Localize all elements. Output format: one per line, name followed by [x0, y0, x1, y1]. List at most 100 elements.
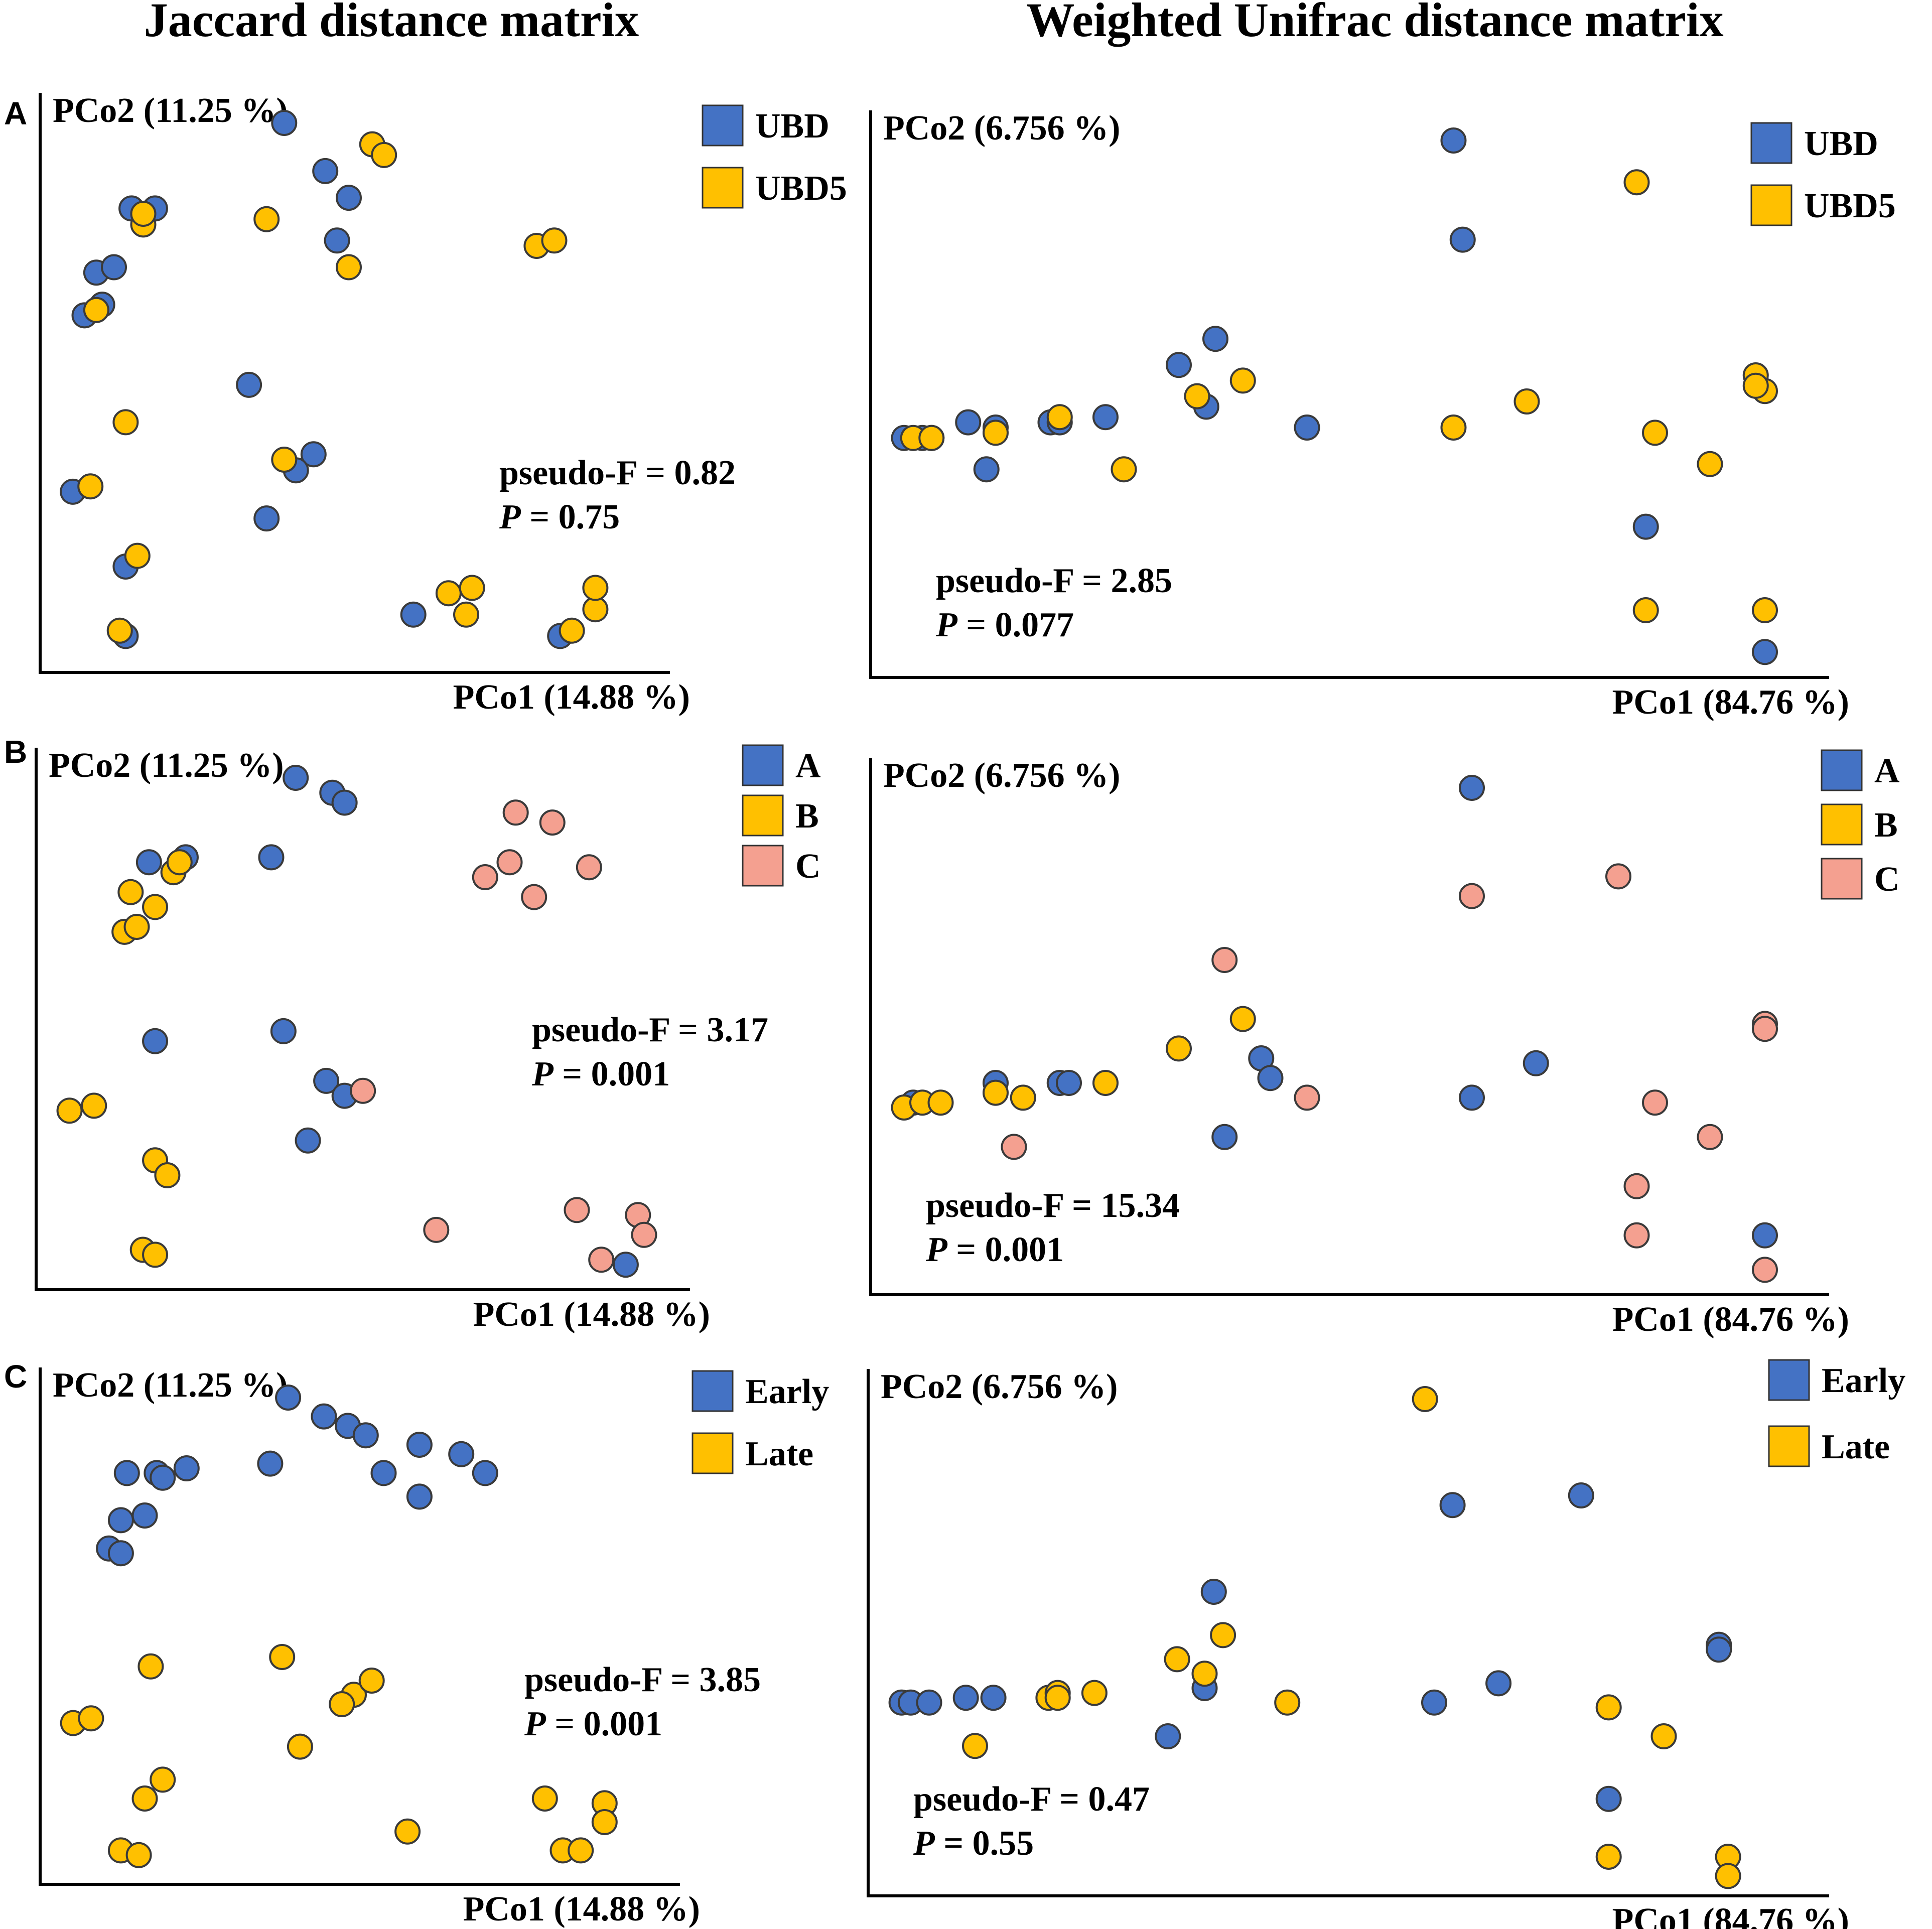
data-point-late: [1595, 1844, 1622, 1870]
p-value-stat: P = 0.001: [524, 1705, 662, 1743]
data-point-early: [1706, 1636, 1732, 1663]
data-point-early: [1439, 1492, 1466, 1519]
data-point-late: [137, 1653, 164, 1680]
legend-label-a: A: [1874, 752, 1900, 790]
legend-label-ubd: UBD: [1804, 124, 1878, 163]
data-point-early: [1155, 1723, 1181, 1749]
data-point-early: [107, 1507, 134, 1534]
p-value: = 0.001: [947, 1230, 1064, 1269]
data-point-ubd5: [77, 473, 104, 500]
p-value-stat: P = 0.001: [925, 1230, 1064, 1269]
data-point-ubd: [1092, 404, 1119, 431]
data-point-b: [1010, 1084, 1036, 1111]
scatter-plot-A-unifrac: PCo2 (6.756 %) PCo1 (84.76 %) pseudo-F = 2…: [869, 109, 1896, 722]
data-point-a: [1752, 1222, 1778, 1249]
data-point-ubd5: [1632, 597, 1659, 623]
p-value: = 0.55: [935, 1824, 1034, 1863]
data-point-c: [502, 799, 529, 826]
data-point-early: [311, 1403, 337, 1430]
x-axis-label: PCo1 (84.76 %): [1612, 1300, 1849, 1339]
data-point-c: [1642, 1089, 1668, 1116]
data-point-a: [1459, 1084, 1485, 1111]
y-axis-label: PCo2 (11.25 %): [49, 746, 284, 785]
data-point-ubd5: [271, 446, 298, 473]
data-point-late: [1412, 1386, 1438, 1412]
legend-swatch-c: [742, 845, 784, 887]
data-point-b: [154, 1162, 181, 1188]
data-point-b: [123, 914, 150, 940]
data-point-ubd: [400, 601, 427, 628]
data-point-early: [1200, 1579, 1227, 1605]
data-point-ubd5: [253, 206, 280, 232]
legend: UBD UBD5: [702, 104, 847, 209]
pseudo-f-stat: pseudo-F = 0.47: [913, 1780, 1150, 1819]
legend-swatch-early: [1768, 1359, 1810, 1401]
legend-swatch-b: [1821, 803, 1863, 846]
p-symbol: P: [935, 606, 958, 644]
series-early: [888, 1482, 1732, 1812]
data-point-early: [472, 1460, 498, 1486]
data-point-ubd: [1294, 415, 1320, 441]
scatter-plot-A-jaccard: PCo2 (11.25 %) PCo1 (14.88 %) pseudo-F = 0…: [39, 91, 847, 717]
data-point-ubd5: [1697, 451, 1723, 477]
data-point-c: [576, 854, 602, 881]
data-point-c: [631, 1221, 657, 1248]
p-value-stat: P = 0.55: [913, 1824, 1034, 1863]
data-point-early: [352, 1422, 379, 1449]
data-point-early: [916, 1689, 942, 1716]
data-point-a: [313, 1067, 340, 1094]
data-point-b: [1092, 1070, 1119, 1096]
data-point-late: [150, 1766, 176, 1793]
p-value-stat: P = 0.75: [499, 498, 620, 536]
data-point-c: [1752, 1016, 1778, 1042]
legend-swatch-a: [1821, 749, 1863, 791]
data-point-c: [496, 849, 523, 876]
data-point-early: [275, 1385, 302, 1411]
data-point-late: [287, 1733, 313, 1760]
panel-letter-b: B: [4, 734, 27, 770]
pseudo-f-stat: pseudo-F = 2.85: [936, 562, 1172, 600]
data-point-late: [1650, 1723, 1677, 1749]
legend-label-b: B: [1874, 806, 1898, 845]
legend-label-late: Late: [1822, 1428, 1890, 1466]
data-point-ubd: [271, 110, 298, 136]
data-point-early: [1568, 1482, 1594, 1508]
data-point-late: [329, 1691, 355, 1717]
panel-letter-a: A: [4, 95, 27, 131]
data-point-a: [612, 1252, 639, 1278]
data-point-early: [406, 1483, 433, 1510]
data-point-ubd5: [112, 409, 139, 436]
legend: UBD UBD5: [1750, 122, 1896, 226]
data-point-a: [135, 849, 162, 876]
data-point-early: [406, 1432, 433, 1458]
data-point-b: [142, 1242, 169, 1268]
data-point-ubd: [1440, 127, 1467, 154]
data-point-early: [131, 1502, 158, 1529]
data-point-a: [1211, 1124, 1238, 1150]
data-point-c: [1623, 1173, 1650, 1199]
data-point-ubd: [973, 456, 1000, 483]
data-point-ubd: [336, 185, 362, 211]
data-point-late: [125, 1842, 152, 1868]
series-c: [350, 799, 657, 1273]
data-point-early: [107, 1540, 134, 1567]
data-point-early: [150, 1464, 176, 1491]
data-point-ubd5: [1742, 372, 1769, 399]
data-point-c: [1459, 883, 1485, 909]
y-axis-label: PCo2 (11.25 %): [53, 91, 288, 130]
data-point-ubd5: [1111, 456, 1137, 483]
data-point-late: [78, 1705, 104, 1732]
p-symbol: P: [913, 1824, 935, 1863]
x-axis-label: PCo1 (84.76 %): [1612, 683, 1849, 722]
legend-label-late: Late: [745, 1435, 813, 1473]
data-point-c: [1697, 1124, 1723, 1150]
data-point-ubd5: [1440, 415, 1467, 441]
data-point-late: [1210, 1622, 1236, 1648]
y-axis-label: PCo2 (6.756 %): [881, 1367, 1118, 1406]
data-point-c: [1001, 1134, 1027, 1160]
data-point-ubd5: [559, 617, 585, 644]
p-symbol: P: [499, 498, 521, 536]
legend: ABC: [742, 744, 821, 887]
data-point-ubd: [1166, 352, 1192, 378]
data-point-late: [358, 1668, 385, 1694]
